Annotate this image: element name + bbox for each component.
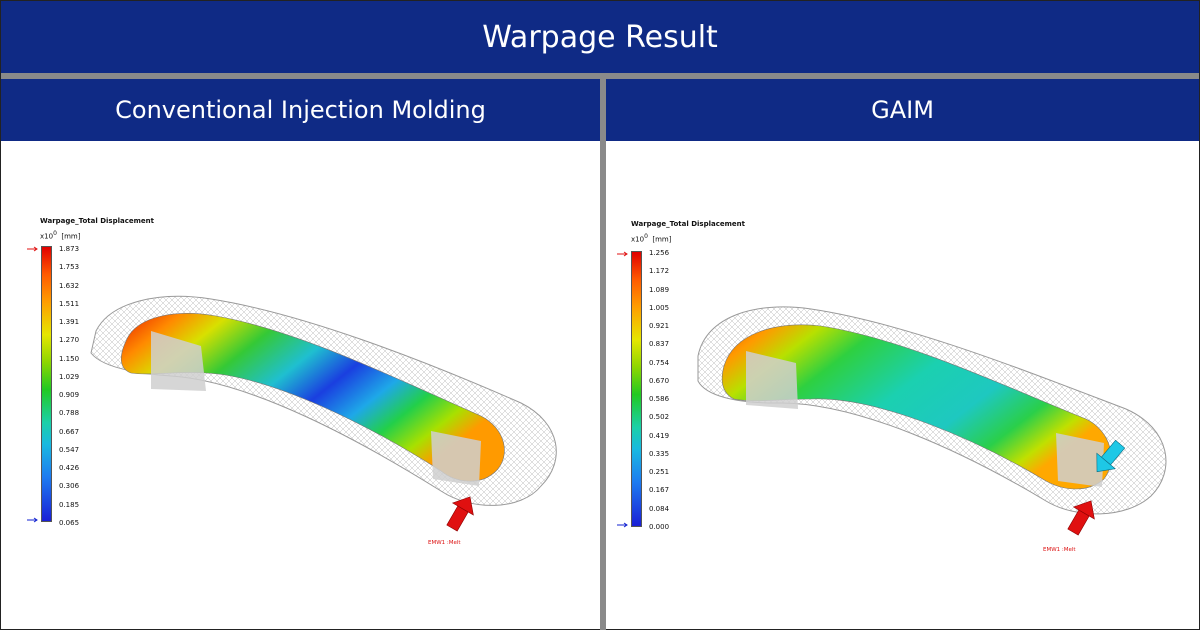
left-legend-value: 0.788 — [59, 409, 80, 418]
right-melt-arrow — [1067, 500, 1095, 536]
left-legend-value: 0.426 — [59, 464, 80, 473]
right-legend-value: 1.005 — [649, 303, 670, 312]
left-legend-value: 1.511 — [59, 299, 80, 308]
right-legend-value: 0.502 — [649, 413, 670, 422]
right-legend-value: 0.084 — [649, 504, 670, 513]
horizontal-divider — [1, 73, 1199, 79]
left-legend-unit: x100 [mm] — [40, 230, 81, 241]
right-min-indicator — [617, 522, 628, 528]
right-legend-value: 0.000 — [649, 522, 670, 531]
left-legend-value: 0.909 — [59, 391, 80, 400]
right-result-panel: Warpage_Total Displacement x100 [mm] 1.2… — [606, 141, 1199, 629]
left-melt-arrow — [446, 496, 474, 532]
right-legend-value: 0.419 — [649, 431, 670, 440]
left-legend-value: 1.391 — [59, 318, 80, 327]
right-legend-value: 0.837 — [649, 340, 670, 349]
left-column-heading: Conventional Injection Molding — [1, 79, 600, 141]
left-legend-value: 0.547 — [59, 445, 80, 454]
left-color-scale-bar — [41, 246, 52, 522]
left-end-pocket — [151, 331, 206, 391]
left-legend-value: 0.306 — [59, 482, 80, 491]
right-end-pocket — [431, 431, 481, 486]
left-max-indicator — [27, 246, 38, 252]
right-melt-label: EMW1 :Melt — [1043, 547, 1076, 553]
right-legend-value: 1.089 — [649, 285, 670, 294]
left-legend-value: 0.065 — [59, 518, 80, 527]
left-legend-value: 1.150 — [59, 354, 80, 363]
right-legend-unit: x100 [mm] — [631, 233, 672, 244]
left-warpage-model — [27, 246, 557, 532]
left-legend-value: 1.270 — [59, 336, 80, 345]
gas-injection-arrow — [1096, 439, 1126, 473]
right-end-pocket-right — [1056, 433, 1104, 487]
right-legend-value: 0.335 — [649, 449, 670, 458]
right-column-heading: GAIM — [606, 79, 1199, 141]
right-end-pocket-left — [746, 351, 798, 409]
left-legend-value: 1.873 — [59, 245, 80, 253]
right-legend-value: 0.167 — [649, 486, 670, 495]
left-legend-value: 0.185 — [59, 500, 80, 509]
right-legend-value: 0.251 — [649, 468, 670, 477]
left-legend-title: Warpage_Total Displacement — [40, 217, 154, 225]
right-max-indicator — [617, 251, 628, 257]
left-result-panel: Warpage_Total Displacement x100 [mm] 1.8… — [1, 141, 600, 629]
left-legend-value: 0.667 — [59, 427, 80, 436]
left-legend-value: 1.632 — [59, 281, 80, 290]
left-legend-values: 1.873 1.753 1.632 1.511 1.391 1.270 1.15… — [59, 245, 79, 527]
right-warpage-model — [617, 251, 1167, 536]
right-color-scale-bar — [631, 251, 642, 527]
left-legend-value: 1.753 — [59, 263, 80, 272]
right-legend-value: 0.670 — [649, 376, 670, 385]
slide-title: Warpage Result — [1, 1, 1199, 73]
right-legend-value: 0.754 — [649, 358, 670, 367]
right-legend-value: 1.172 — [649, 267, 670, 276]
right-legend-title: Warpage_Total Displacement — [631, 220, 745, 228]
left-legend-value: 1.029 — [59, 372, 80, 381]
left-melt-label: EMW1 :Melt — [428, 540, 461, 546]
vertical-divider — [600, 79, 606, 630]
right-legend-value: 1.256 — [649, 249, 670, 257]
right-legend-values: 1.256 1.172 1.089 1.005 0.921 0.837 0.75… — [649, 249, 669, 531]
left-min-indicator — [27, 517, 38, 523]
right-legend-value: 0.586 — [649, 395, 670, 404]
right-legend-value: 0.921 — [649, 322, 670, 331]
